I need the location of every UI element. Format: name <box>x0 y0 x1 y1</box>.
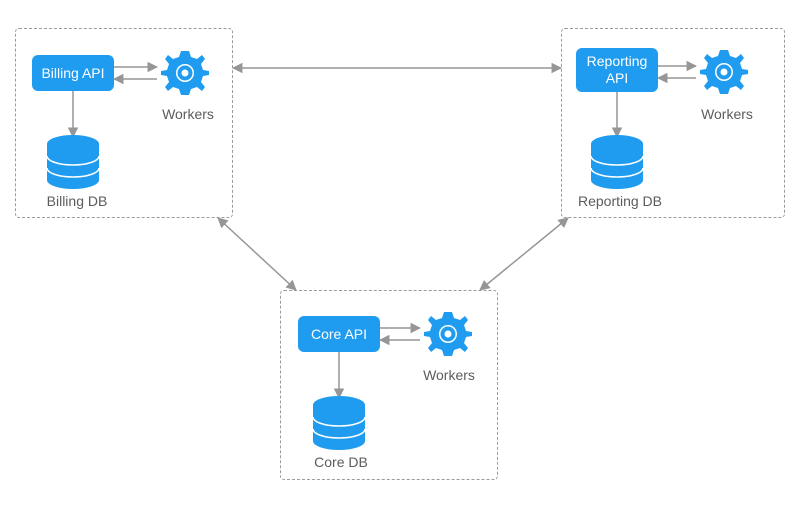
reporting-workers-label: Workers <box>697 106 757 122</box>
reporting-api-label-2: API <box>606 70 629 87</box>
connector-core-reporting <box>480 218 568 290</box>
core-db-label: Core DB <box>311 454 371 470</box>
core-api-label: Core API <box>311 326 367 343</box>
core-api-box: Core API <box>298 316 380 352</box>
reporting-db-label: Reporting DB <box>572 193 668 209</box>
billing-workers-label: Workers <box>158 106 218 122</box>
reporting-api-box: Reporting API <box>576 48 658 92</box>
core-workers-label: Workers <box>419 367 479 383</box>
billing-api-label: Billing API <box>41 65 104 82</box>
billing-api-box: Billing API <box>32 55 114 91</box>
reporting-api-label-1: Reporting <box>587 53 648 70</box>
billing-db-label: Billing DB <box>42 193 112 209</box>
connector-billing-core <box>218 218 296 290</box>
